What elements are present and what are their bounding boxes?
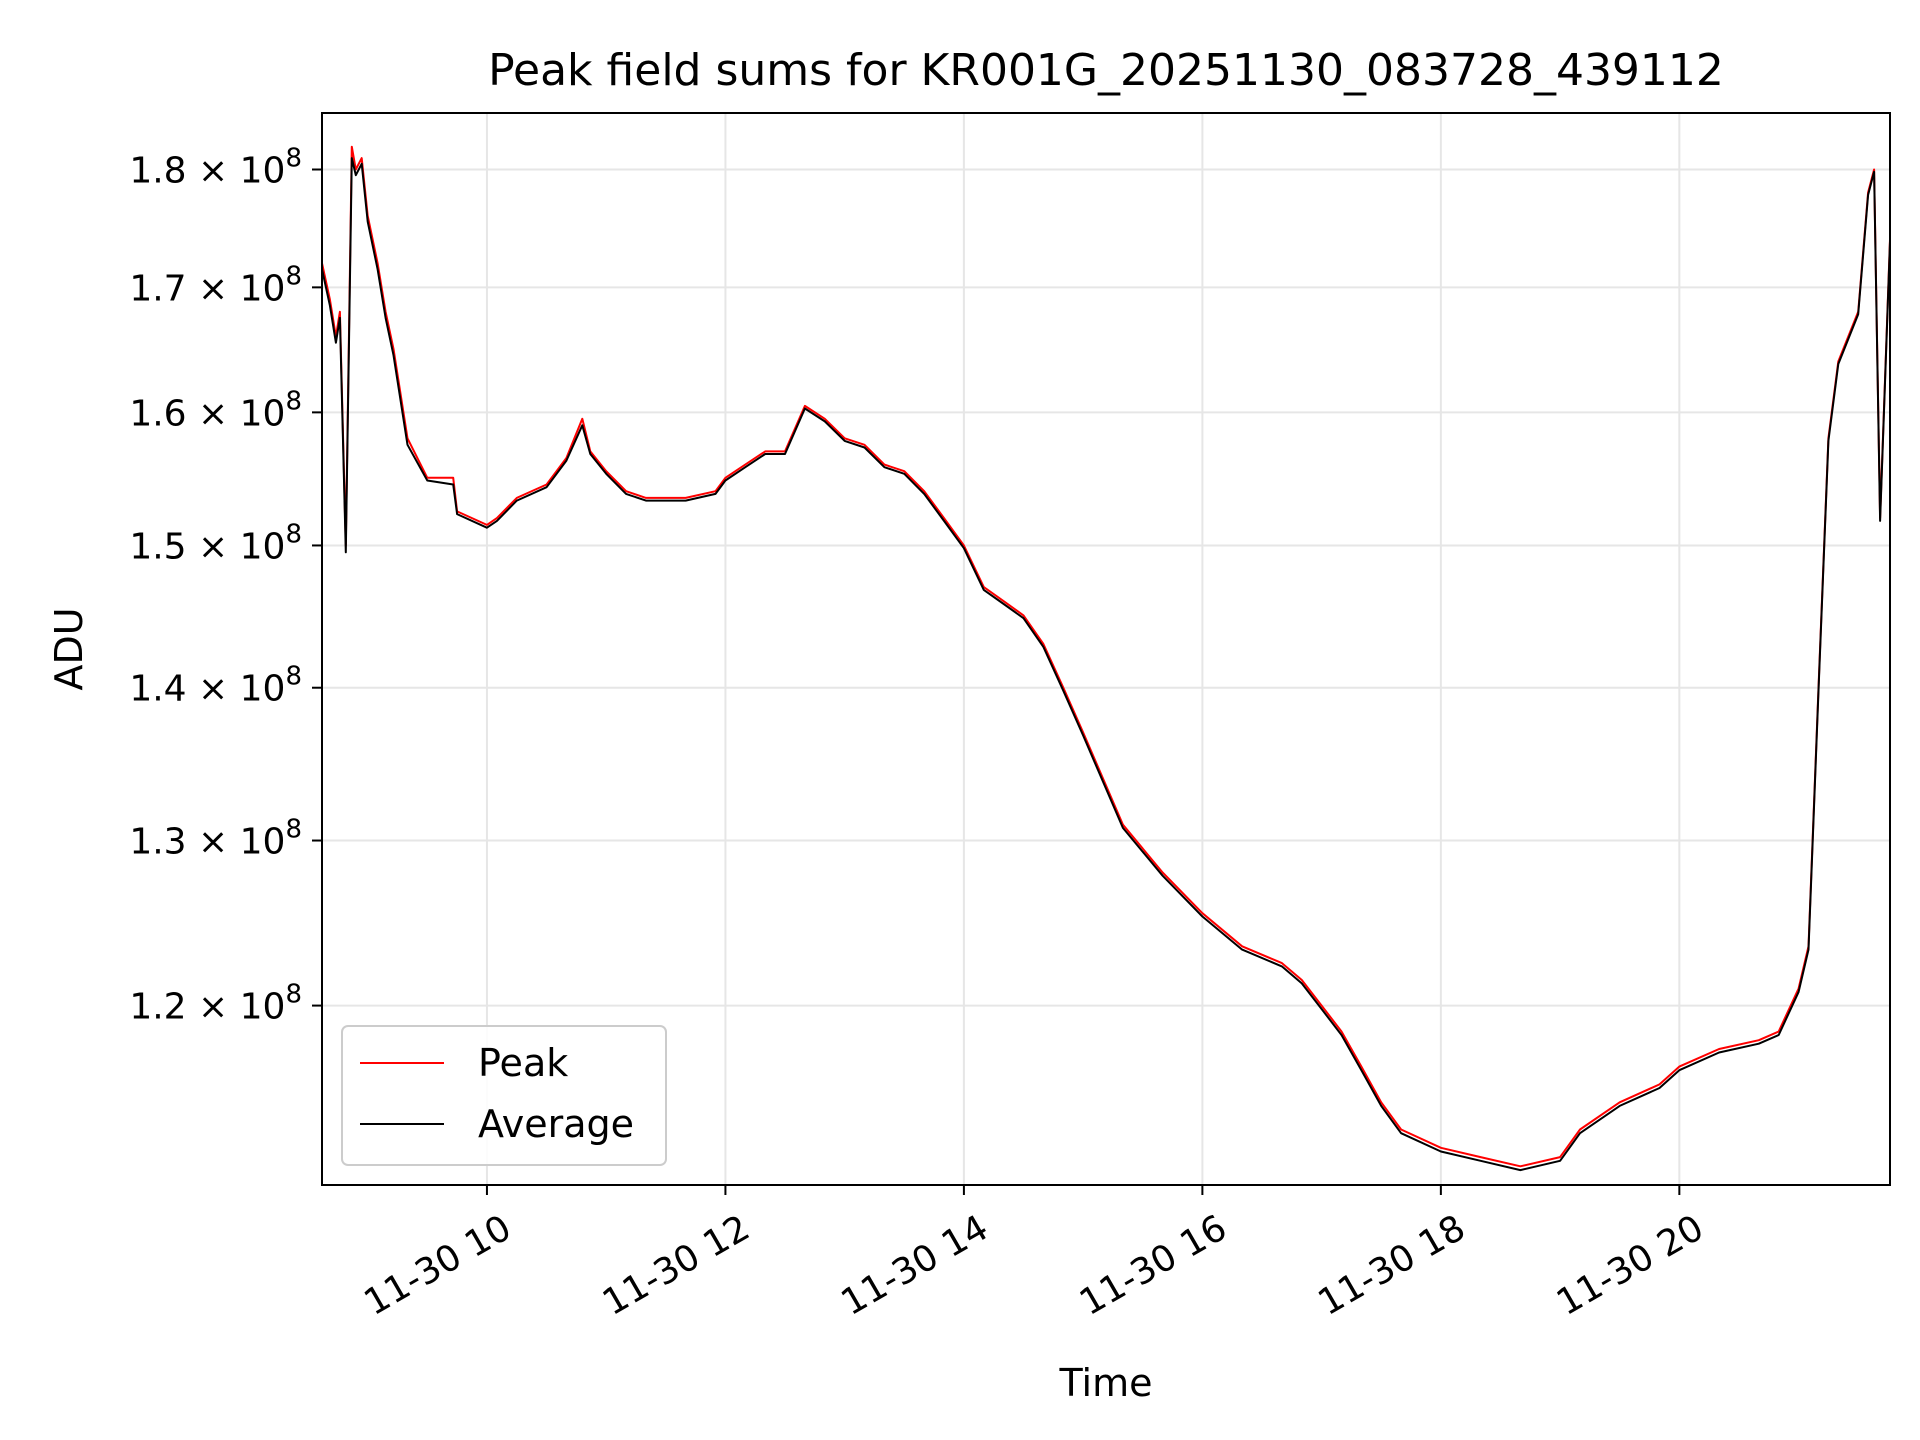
y-axis-label: ADU (47, 607, 91, 690)
chart-title: Peak field sums for KR001G_20251130_0837… (488, 45, 1724, 96)
y-tick-label: 1.7 × 108 (129, 261, 302, 309)
series-line-average (321, 157, 1891, 1172)
legend-label-peak: Peak (478, 1041, 568, 1085)
y-tick-label: 1.5 × 108 (129, 519, 302, 567)
grid (322, 113, 1890, 1185)
series-lines (321, 145, 1891, 1172)
y-tick-label: 1.6 × 108 (129, 386, 302, 434)
y-tick-label: 1.3 × 108 (129, 815, 302, 863)
y-tick-label: 1.2 × 108 (129, 980, 302, 1028)
plot-area-background (322, 113, 1890, 1185)
legend: Peak Average (341, 1025, 667, 1166)
plot-frame (321, 112, 1891, 1186)
legend-frame (341, 1025, 667, 1166)
x-axis-label: Time (1059, 1361, 1153, 1405)
y-tick-label: 1.8 × 108 (129, 143, 302, 191)
series-line-peak (321, 145, 1891, 1168)
y-tick-label: 1.4 × 108 (129, 662, 302, 710)
legend-label-average: Average (478, 1102, 634, 1146)
